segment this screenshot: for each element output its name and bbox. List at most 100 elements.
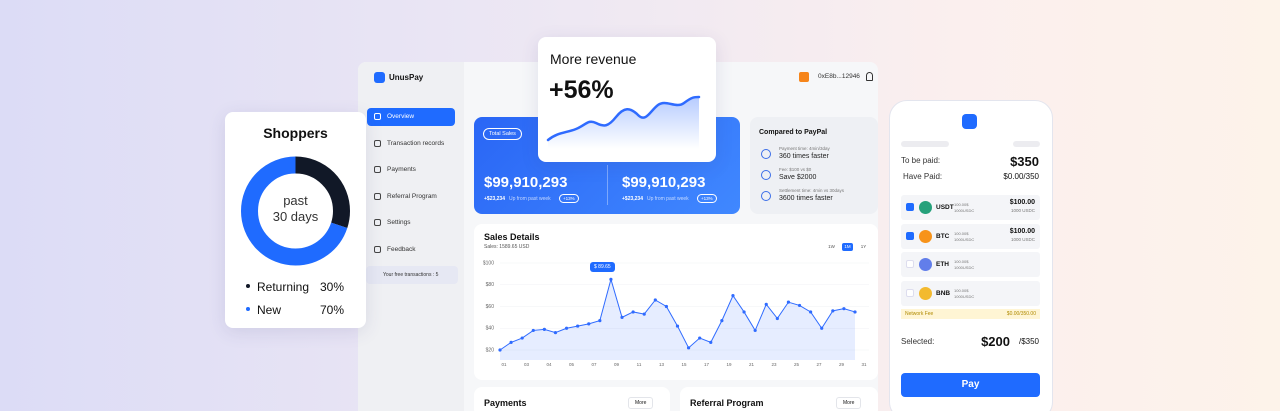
checkbox[interactable] xyxy=(906,260,914,268)
amount: $99,910,293 xyxy=(622,174,706,191)
donut-slice xyxy=(241,156,350,266)
wallet-address: 0xE8b...12946 xyxy=(818,73,860,80)
compare-detail: Payment time: 4min/3day xyxy=(779,146,830,151)
x-tick-label: 04 xyxy=(546,362,552,367)
compare-result: Save $2000 xyxy=(779,174,817,181)
selected-total: /$350 xyxy=(1018,337,1039,346)
fee-label: Network Fee xyxy=(905,311,934,317)
compare-detail: Settlement time: 4min vs 30days xyxy=(779,188,845,193)
nav-icon xyxy=(374,245,381,253)
coin-icon xyxy=(919,258,932,271)
more-button[interactable]: More xyxy=(836,397,862,409)
sales-details-card xyxy=(474,224,878,380)
revenue-title: More revenue xyxy=(550,51,637,67)
nav-item[interactable]: Feedback xyxy=(387,245,416,253)
change-note: Up from past week xyxy=(647,196,689,202)
nav-icon xyxy=(374,219,381,226)
point xyxy=(587,322,591,326)
legend-dot xyxy=(246,307,250,311)
x-tick-label: 17 xyxy=(704,362,710,367)
y-tick-label: $80 xyxy=(486,282,495,288)
x-tick-label: 13 xyxy=(659,362,665,367)
coin-symbol: BTC xyxy=(936,232,950,240)
x-tick-label: 05 xyxy=(569,362,575,367)
point xyxy=(786,300,791,304)
more-button[interactable]: More xyxy=(628,397,654,409)
change-note: Up from past week xyxy=(509,196,551,202)
x-tick-label: 25 xyxy=(794,362,800,367)
sales-title: Sales Details xyxy=(484,232,540,242)
coin-balance: 1000USDC xyxy=(954,208,975,213)
change: +$23,234 xyxy=(484,196,505,202)
phone-logo xyxy=(962,114,977,129)
range-button[interactable]: 1W xyxy=(828,244,835,249)
y-tick-label: $100 xyxy=(483,260,494,266)
point xyxy=(498,348,502,352)
compare-title: Compared to PayPal xyxy=(759,129,828,136)
amount-sub: 1000 USDC xyxy=(1010,208,1035,213)
x-tick-label: 03 xyxy=(524,362,530,367)
point xyxy=(842,307,846,311)
nav-item[interactable]: Referral Program xyxy=(387,192,437,200)
range-button[interactable]: 1Y xyxy=(860,244,867,249)
sales-subtitle: Sales: 1589.65 USD xyxy=(484,244,530,250)
point xyxy=(809,310,813,314)
panel-title: Referral Program xyxy=(690,398,764,408)
tooltip: $ 89.65 xyxy=(590,262,615,272)
nav-item[interactable]: Settings xyxy=(387,219,411,226)
x-tick-label: 21 xyxy=(749,362,755,367)
coin-symbol: ETH xyxy=(936,261,949,268)
nav-icon xyxy=(374,166,381,173)
range-button[interactable]: 1M xyxy=(842,243,853,251)
coin-icon xyxy=(919,229,932,243)
point xyxy=(520,336,524,340)
badge: +13% xyxy=(559,194,579,203)
pay-button[interactable]: Pay xyxy=(901,373,1040,397)
fee-strip xyxy=(901,309,1040,319)
point xyxy=(553,331,558,335)
center-label: past xyxy=(283,193,308,208)
point xyxy=(831,309,835,313)
compare-detail: Fee: $100 vs $0 xyxy=(779,167,812,172)
coin-symbol: USDT xyxy=(936,204,954,211)
point xyxy=(576,324,580,328)
logo xyxy=(374,72,385,83)
nav-item[interactable]: Overview xyxy=(387,113,415,120)
point xyxy=(764,302,768,306)
total-sales-label: Total Sales xyxy=(483,128,522,140)
point xyxy=(664,304,669,309)
x-tick-label: 31 xyxy=(861,362,867,367)
selected: $200 xyxy=(981,334,1010,349)
wallet-icon xyxy=(799,72,809,82)
legend-value: 70% xyxy=(319,303,344,317)
x-tick-label: 23 xyxy=(771,362,777,367)
nav-icon xyxy=(374,192,381,200)
nav-item[interactable]: Payments xyxy=(387,166,416,173)
point xyxy=(675,324,680,328)
point xyxy=(720,319,724,323)
point xyxy=(642,312,646,316)
point xyxy=(698,336,702,340)
point xyxy=(509,340,513,344)
point xyxy=(564,326,569,330)
point xyxy=(753,328,757,333)
y-tick-label: $40 xyxy=(486,326,495,332)
checkbox[interactable] xyxy=(906,288,914,297)
point xyxy=(775,316,779,321)
amount-input: $100.00 xyxy=(1009,227,1035,235)
x-tick-label: 09 xyxy=(614,362,620,367)
checkbox[interactable] xyxy=(906,231,914,240)
point xyxy=(542,327,546,331)
revenue-value: +56% xyxy=(549,76,614,104)
checkbox[interactable] xyxy=(906,203,914,211)
point xyxy=(598,319,602,323)
point xyxy=(620,315,624,319)
center-label: 30 days xyxy=(272,209,319,224)
amount-sub: 1000 USDC xyxy=(1010,236,1035,242)
shoppers-title: Shoppers xyxy=(263,125,328,141)
panel xyxy=(680,387,878,411)
nav-item[interactable]: Transaction records xyxy=(387,139,445,147)
y-tick-label: $20 xyxy=(486,347,495,353)
nav-active[interactable] xyxy=(367,108,455,126)
